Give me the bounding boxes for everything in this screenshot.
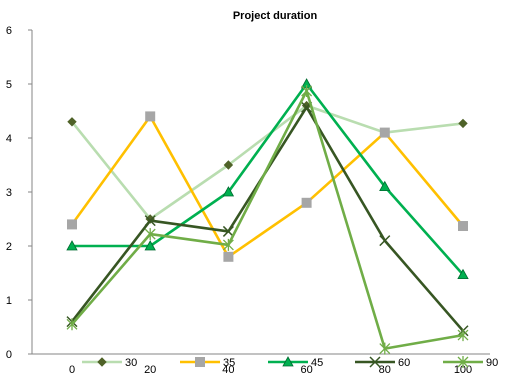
data-point bbox=[145, 111, 156, 122]
data-point bbox=[379, 127, 390, 138]
data-point bbox=[223, 160, 234, 170]
data-point bbox=[379, 235, 391, 247]
series-line bbox=[70, 104, 464, 221]
data-point bbox=[457, 329, 469, 342]
data-point bbox=[458, 221, 468, 232]
data-point bbox=[222, 186, 235, 197]
data-point bbox=[457, 268, 469, 280]
y-tick-label: 0 bbox=[6, 349, 12, 361]
data-point bbox=[457, 356, 469, 368]
data-point bbox=[282, 356, 294, 367]
data-point bbox=[301, 85, 313, 98]
x-tick-label: 0 bbox=[69, 364, 75, 376]
legend: 30 35 45 60 90 bbox=[82, 356, 498, 369]
x-tick-label: 80 bbox=[379, 364, 391, 376]
data-point bbox=[144, 228, 156, 241]
data-point bbox=[67, 117, 77, 127]
data-point bbox=[379, 342, 391, 355]
series-35 bbox=[67, 111, 468, 262]
y-tick-label: 1 bbox=[6, 295, 12, 307]
series-line bbox=[72, 82, 464, 276]
data-point bbox=[195, 357, 205, 367]
x-tick-label: 20 bbox=[144, 364, 156, 376]
data-point bbox=[97, 357, 107, 367]
legend-item: 35 bbox=[180, 357, 235, 369]
y-tick-label: 3 bbox=[6, 187, 12, 199]
legend-item: 60 bbox=[355, 356, 410, 369]
legend-label: 30 bbox=[125, 357, 137, 369]
series-90 bbox=[66, 85, 469, 355]
legend-item: 90 bbox=[443, 356, 498, 369]
y-tick-label: 5 bbox=[6, 79, 12, 91]
legend-label: 35 bbox=[223, 357, 235, 369]
legend-label: 45 bbox=[311, 357, 323, 369]
x-tick-label: 40 bbox=[222, 364, 234, 376]
series-layer bbox=[66, 78, 469, 355]
data-point bbox=[144, 240, 156, 251]
data-point bbox=[379, 180, 391, 191]
data-point bbox=[223, 251, 234, 262]
legend-item: 45 bbox=[268, 356, 323, 369]
data-point bbox=[222, 225, 234, 237]
series-30 bbox=[67, 100, 468, 224]
data-point bbox=[144, 215, 156, 227]
legend-label: 60 bbox=[398, 357, 410, 369]
data-point bbox=[458, 118, 468, 129]
y-tick-label: 6 bbox=[6, 25, 12, 37]
data-point bbox=[66, 318, 78, 331]
series-line bbox=[70, 105, 464, 332]
series-line bbox=[70, 115, 464, 259]
data-point bbox=[301, 197, 312, 208]
data-point bbox=[222, 238, 234, 251]
y-tick-label: 2 bbox=[6, 241, 12, 253]
legend-label: 90 bbox=[486, 357, 498, 369]
series-45 bbox=[66, 78, 469, 280]
data-point bbox=[66, 240, 78, 251]
series-line bbox=[71, 89, 464, 350]
y-tick-label: 4 bbox=[6, 133, 12, 145]
legend-item: 30 bbox=[82, 357, 137, 369]
data-point bbox=[67, 219, 77, 230]
x-tick-label: 60 bbox=[300, 364, 312, 376]
chart-title: Project duration bbox=[233, 10, 318, 22]
data-point bbox=[369, 356, 381, 368]
